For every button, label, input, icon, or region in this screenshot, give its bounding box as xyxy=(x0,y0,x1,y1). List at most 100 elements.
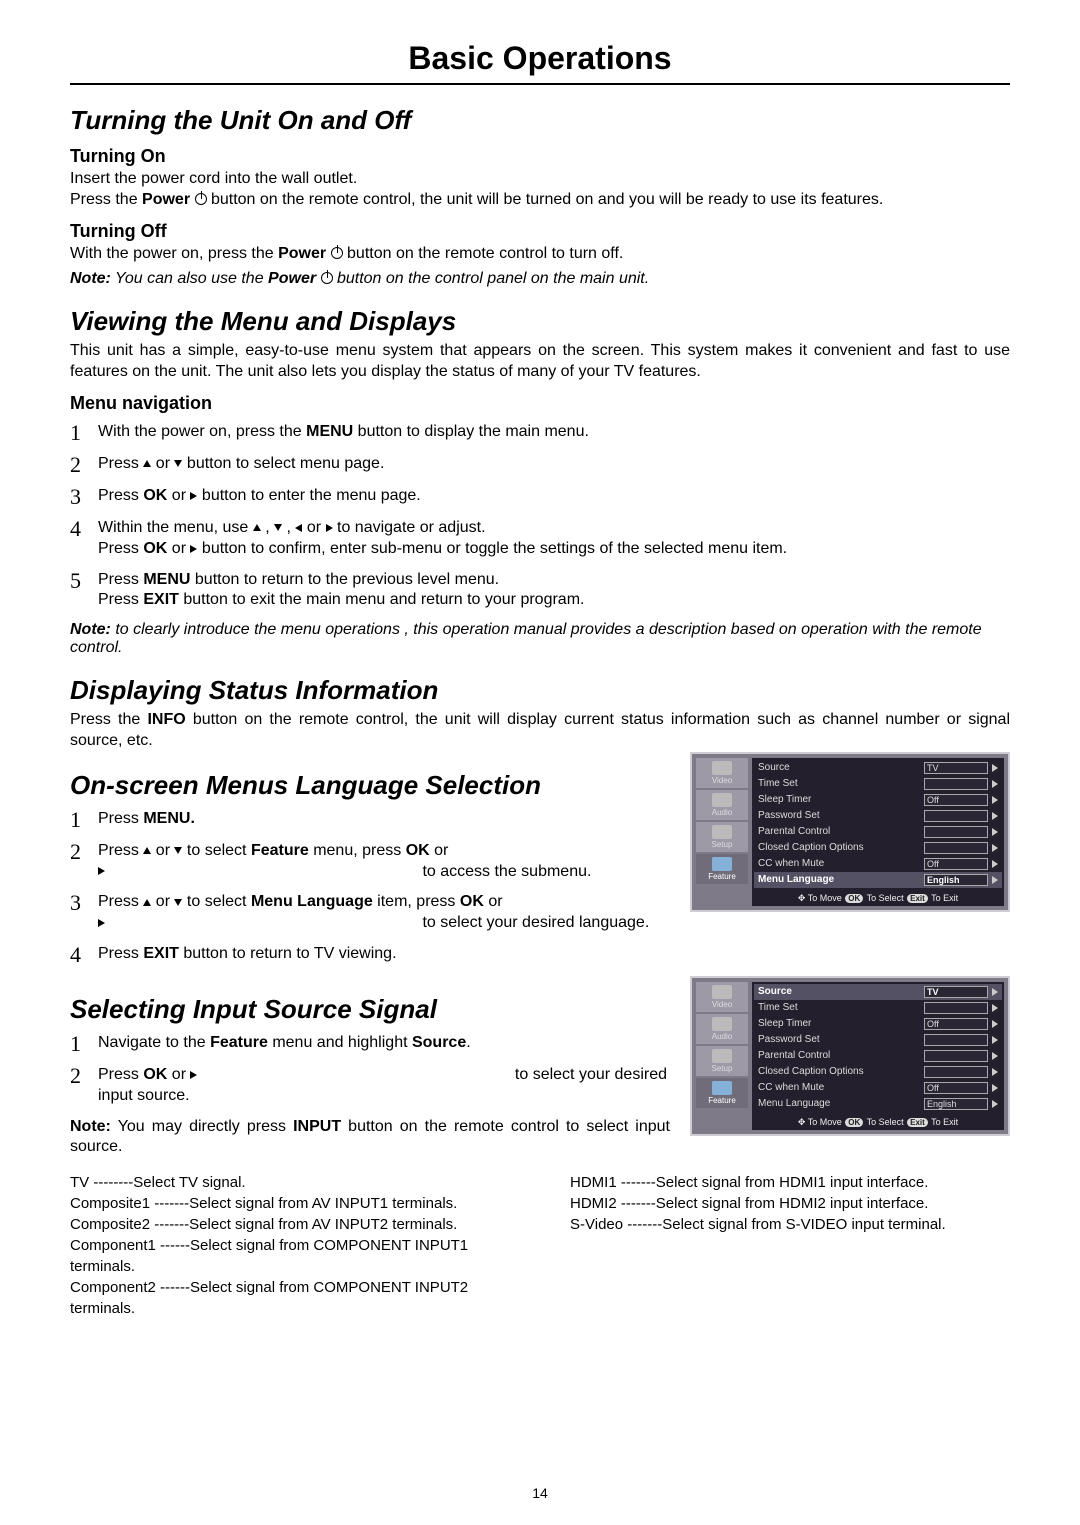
osd-tab-setup: Setup xyxy=(696,1046,748,1076)
step-num: 3 xyxy=(70,486,88,508)
osd-row: Time Set xyxy=(754,1000,1002,1016)
osd-tab-feature: Feature xyxy=(696,1078,748,1108)
heading-turning-unit: Turning the Unit On and Off xyxy=(70,105,1010,136)
steps-language: 1 Press MENU. 2 Press or to select Feature… xyxy=(70,809,670,966)
heading-input-source: Selecting Input Source Signal xyxy=(70,994,670,1025)
heading-status-info: Displaying Status Information xyxy=(70,675,1010,706)
inline-text: to clearly introduce the menu operations… xyxy=(70,621,982,656)
step-num: 2 xyxy=(70,454,88,476)
osd-tab-video: Video xyxy=(696,758,748,788)
osd-tab-audio: Audio xyxy=(696,790,748,820)
source-item: Composite1 -------Select signal from AV … xyxy=(70,1193,510,1214)
osd-row: Password Set xyxy=(754,808,1002,824)
steps-menu-nav: 1 With the power on, press the MENU butto… xyxy=(70,422,1010,611)
steps-input-source: 1 Navigate to the Feature menu and highli… xyxy=(70,1033,670,1107)
inline-bold: Power xyxy=(278,245,326,262)
osd-tab-setup: Setup xyxy=(696,822,748,852)
step-text: With the power on, press the MENU button… xyxy=(98,422,1010,443)
right-arrow-icon xyxy=(190,1071,510,1079)
inline-text: With the power on, press the xyxy=(70,245,278,262)
heading-viewing-menu: Viewing the Menu and Displays xyxy=(70,306,1010,337)
step-text: Press or button to select menu page. xyxy=(98,454,1010,475)
step-num: 3 xyxy=(70,892,88,914)
osd-row: Time Set xyxy=(754,776,1002,792)
text-turning-off: With the power on, press the Power butto… xyxy=(70,244,1010,265)
step-text: Press OK or to select your desired input… xyxy=(98,1065,670,1107)
inline-text: button on the remote control, the unit w… xyxy=(207,191,884,208)
title-rule xyxy=(70,83,1010,85)
step-num: 1 xyxy=(70,422,88,444)
source-item: HDMI2 -------Select signal from HDMI2 in… xyxy=(570,1193,1010,1214)
inline-text: button on the remote control to turn off… xyxy=(343,245,624,262)
step-text: Press or to select Feature menu, press O… xyxy=(98,841,670,883)
osd-row: Closed Caption Options xyxy=(754,840,1002,856)
inline-bold: Power xyxy=(142,191,190,208)
osd-row: SourceTV xyxy=(754,984,1002,1000)
text-turning-on-2: Press the Power button on the remote con… xyxy=(70,190,1010,211)
note-label: Note: xyxy=(70,270,111,287)
step-text: Press OK or button to enter the menu pag… xyxy=(98,486,1010,507)
inline-text: You can also use the xyxy=(111,270,268,287)
right-arrow-icon xyxy=(98,867,418,875)
osd-row: Password Set xyxy=(754,1032,1002,1048)
page-number: 14 xyxy=(0,1485,1080,1501)
power-icon xyxy=(321,272,333,284)
down-arrow-icon xyxy=(274,524,282,531)
left-arrow-icon xyxy=(295,524,302,532)
step-num: 5 xyxy=(70,570,88,592)
text-viewing-intro: This unit has a simple, easy-to-use menu… xyxy=(70,341,1010,383)
subheading-turning-on: Turning On xyxy=(70,146,1010,167)
step-text: Within the menu, use , , or to navigate … xyxy=(98,518,1010,560)
heading-language: On-screen Menus Language Selection xyxy=(70,770,670,801)
osd-tab-feature: Feature xyxy=(696,854,748,884)
osd-row: CC when MuteOff xyxy=(754,856,1002,872)
step-num: 1 xyxy=(70,1033,88,1055)
osd-row: SourceTV xyxy=(754,760,1002,776)
note-label: Note: xyxy=(70,621,111,638)
osd-tab-audio: Audio xyxy=(696,1014,748,1044)
osd-row: Menu LanguageEnglish xyxy=(754,872,1002,888)
source-item: TV --------Select TV signal. xyxy=(70,1172,510,1193)
osd-row: Menu LanguageEnglish xyxy=(754,1096,1002,1112)
step-num: 2 xyxy=(70,1065,88,1087)
text-status-info: Press the INFO button on the remote cont… xyxy=(70,710,1010,752)
source-item: Composite2 -------Select signal from AV … xyxy=(70,1214,510,1235)
right-arrow-icon xyxy=(326,524,333,532)
right-arrow-icon xyxy=(98,919,418,927)
source-signal-list: TV --------Select TV signal.Composite1 -… xyxy=(70,1172,1010,1319)
osd-row: Parental Control xyxy=(754,824,1002,840)
step-num: 1 xyxy=(70,809,88,831)
page-title: Basic Operations xyxy=(70,40,1010,83)
inline-text: button on the control panel on the main … xyxy=(333,270,650,287)
power-icon xyxy=(195,193,207,205)
step-text: Press MENU. xyxy=(98,809,670,830)
step-text: Navigate to the Feature menu and highlig… xyxy=(98,1033,670,1054)
note-power: Note: You can also use the Power button … xyxy=(70,270,1010,288)
osd-row: Parental Control xyxy=(754,1048,1002,1064)
step-text: Press MENU button to return to the previ… xyxy=(98,570,1010,612)
power-icon xyxy=(331,247,343,259)
osd-row: Sleep TimerOff xyxy=(754,1016,1002,1032)
subheading-turning-off: Turning Off xyxy=(70,221,1010,242)
subheading-menu-nav: Menu navigation xyxy=(70,393,1010,414)
osd-row: Closed Caption Options xyxy=(754,1064,1002,1080)
inline-text: Press the xyxy=(70,191,142,208)
osd-row: Sleep TimerOff xyxy=(754,792,1002,808)
inline-bold: Power xyxy=(268,270,316,287)
text-turning-on-1: Insert the power cord into the wall outl… xyxy=(70,169,1010,190)
osd-row: CC when MuteOff xyxy=(754,1080,1002,1096)
note-menu-ops: Note: to clearly introduce the menu oper… xyxy=(70,621,1010,657)
step-num: 4 xyxy=(70,518,88,540)
osd-menu-source: VideoAudioSetupFeature SourceTVTime SetSl… xyxy=(690,976,1010,1136)
source-item: Component1 ------Select signal from COMP… xyxy=(70,1235,510,1277)
step-text: Press EXIT button to return to TV viewin… xyxy=(98,944,670,965)
note-input: Note: You may directly press INPUT butto… xyxy=(70,1117,670,1159)
step-num: 4 xyxy=(70,944,88,966)
osd-tab-video: Video xyxy=(696,982,748,1012)
source-item: HDMI1 -------Select signal from HDMI1 in… xyxy=(570,1172,1010,1193)
source-item: Component2 ------Select signal from COMP… xyxy=(70,1277,510,1319)
step-num: 2 xyxy=(70,841,88,863)
source-item: S-Video -------Select signal from S-VIDE… xyxy=(570,1214,1010,1235)
osd-menu-language: VideoAudioSetupFeature SourceTVTime SetSl… xyxy=(690,752,1010,912)
step-text: Press or to select Menu Language item, p… xyxy=(98,892,670,934)
